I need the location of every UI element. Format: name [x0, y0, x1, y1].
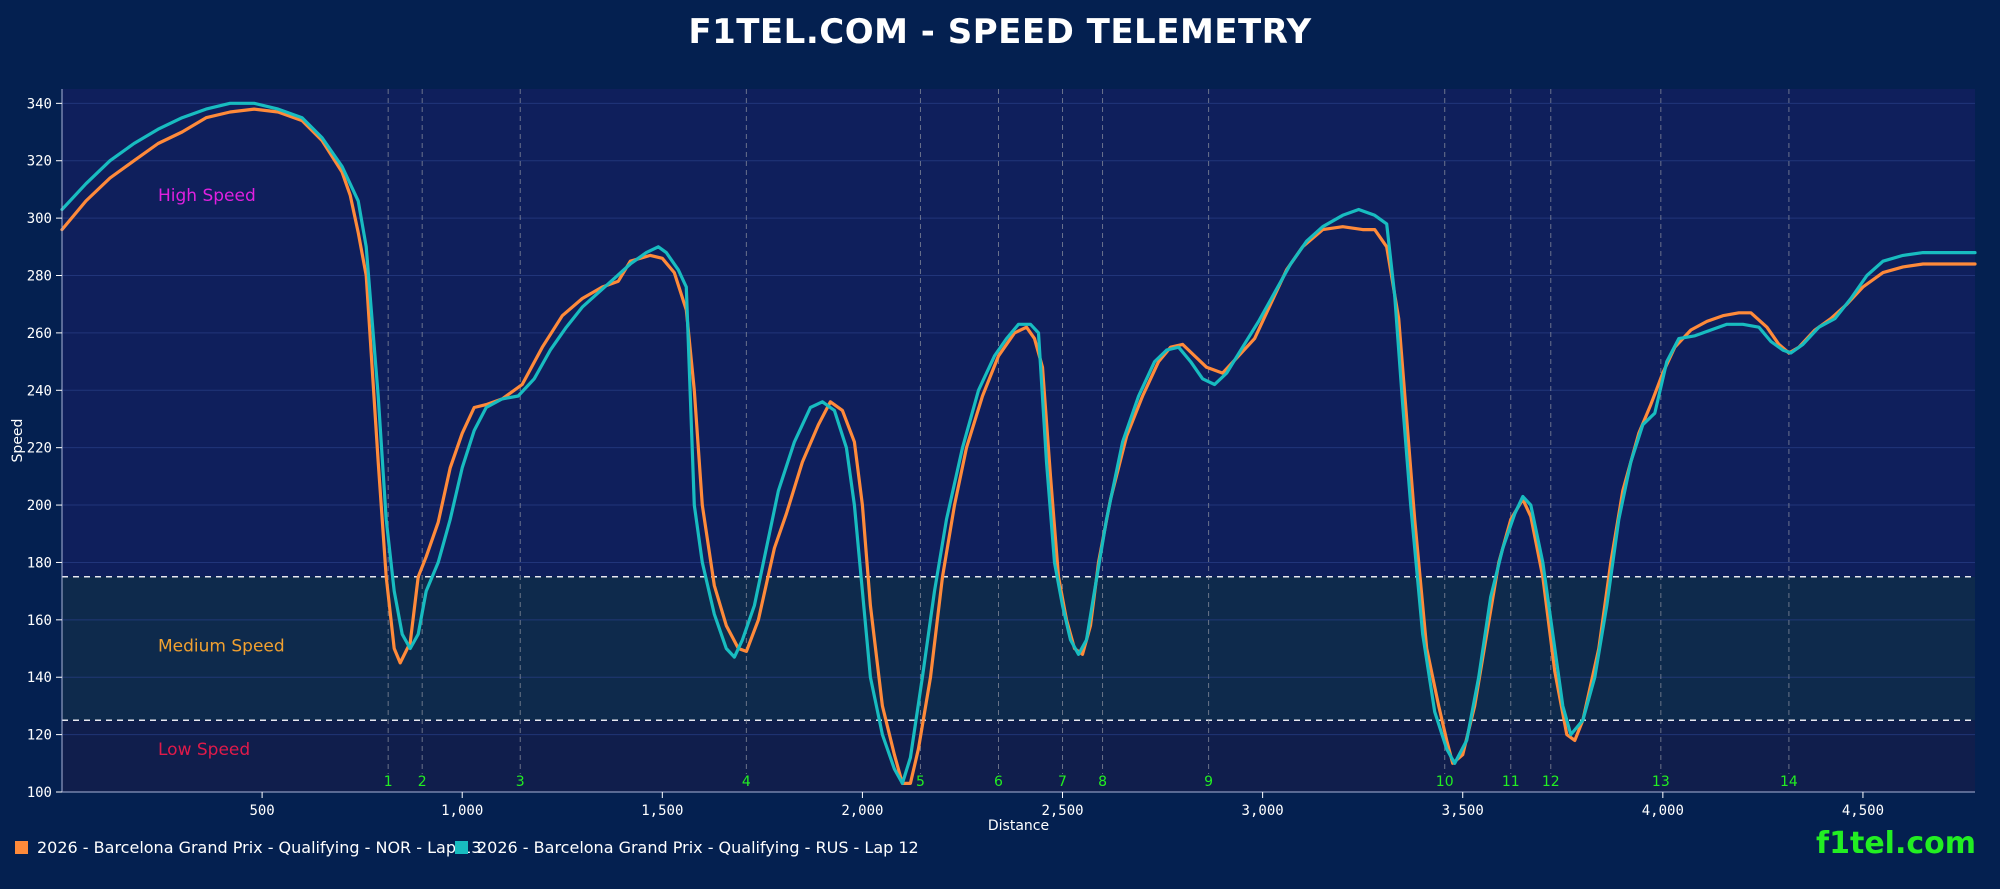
y-tick-label: 160 — [27, 613, 52, 629]
watermark-logo: f1tel.com — [1816, 826, 1976, 861]
x-tick-label: 4,000 — [1642, 803, 1684, 819]
corner-label-5: 5 — [916, 774, 925, 790]
x-tick-label: 1,500 — [641, 803, 683, 819]
legend-label-nor: 2026 - Barcelona Grand Prix - Qualifying… — [37, 838, 482, 857]
corner-label-2: 2 — [418, 774, 427, 790]
corner-label-11: 11 — [1502, 774, 1520, 790]
x-tick-label: 500 — [249, 803, 274, 819]
corner-label-4: 4 — [742, 774, 751, 790]
x-tick-label: 1,000 — [441, 803, 483, 819]
y-axis-label: Speed — [10, 419, 26, 463]
y-tick-label: 320 — [27, 154, 52, 170]
legend-item-nor[interactable]: 2026 - Barcelona Grand Prix - Qualifying… — [15, 838, 481, 857]
y-tick-label: 340 — [27, 96, 52, 112]
y-tick-label: 280 — [27, 269, 52, 285]
x-axis-label: Distance — [988, 818, 1049, 834]
y-tick-label: 100 — [27, 785, 52, 801]
corner-label-7: 7 — [1058, 774, 1067, 790]
y-tick-label: 220 — [27, 441, 52, 457]
low-speed-zone-bg — [62, 720, 1975, 792]
legend-label-rus: 2026 - Barcelona Grand Prix - Qualifying… — [477, 838, 919, 857]
low-speed-label: Low Speed — [158, 740, 250, 760]
legend-swatch-rus — [455, 841, 468, 854]
corner-label-13: 13 — [1652, 774, 1670, 790]
corner-label-8: 8 — [1098, 774, 1107, 790]
legend-item-rus[interactable]: 2026 - Barcelona Grand Prix - Qualifying… — [455, 838, 919, 857]
y-tick-label: 240 — [27, 383, 52, 399]
x-tick-label: 3,000 — [1242, 803, 1284, 819]
x-tick-label: 2,500 — [1041, 803, 1083, 819]
page-title: F1TEL.COM - SPEED TELEMETRY — [688, 12, 1312, 52]
corner-label-9: 9 — [1204, 774, 1213, 790]
corner-label-10: 10 — [1436, 774, 1454, 790]
medium-speed-label: Medium Speed — [158, 637, 285, 657]
series-line-rus — [60, 101, 1977, 785]
corner-label-14: 14 — [1780, 774, 1798, 790]
corner-label-3: 3 — [516, 774, 525, 790]
y-tick-label: 120 — [27, 728, 52, 744]
x-tick-label: 4,500 — [1842, 803, 1884, 819]
y-tick-label: 140 — [27, 670, 52, 686]
high-speed-label: High Speed — [158, 186, 256, 206]
y-tick-label: 260 — [27, 326, 52, 342]
medium-speed-zone-bg — [62, 576, 1975, 721]
axes: 100 120 140 160 180 200 220 240 260 280 300 320 340 5… — [10, 89, 1975, 834]
x-tick-label: 2,000 — [841, 803, 883, 819]
corner-markers: 1 2 3 4 5 6 7 8 9 10 11 12 13 14 — [384, 89, 1798, 790]
legend-swatch-nor — [15, 841, 28, 854]
y-tick-label: 300 — [27, 211, 52, 227]
corner-label-6: 6 — [994, 774, 1003, 790]
speed-zones: High Speed Medium Speed Low Speed — [62, 186, 1975, 760]
y-tick-label: 180 — [27, 555, 52, 571]
corner-label-12: 12 — [1542, 774, 1560, 790]
corner-label-1: 1 — [384, 774, 393, 790]
y-tick-label: 200 — [27, 498, 52, 514]
series-lines — [60, 101, 1977, 785]
x-tick-label: 3,500 — [1442, 803, 1484, 819]
